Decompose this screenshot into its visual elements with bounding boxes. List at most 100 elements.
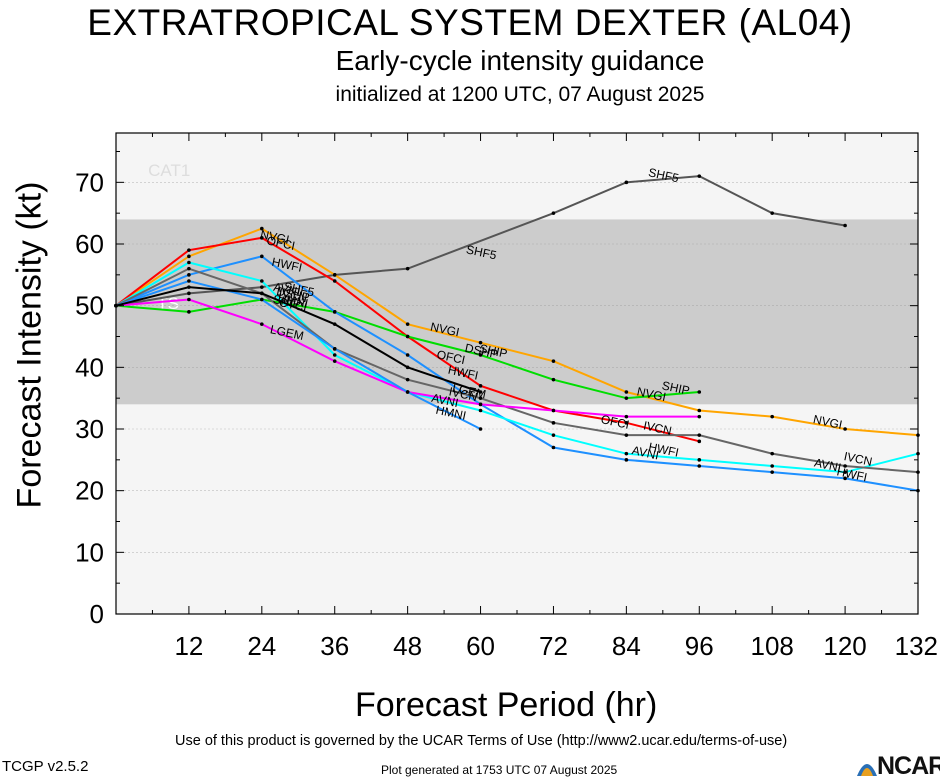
data-point-lgem — [478, 402, 483, 407]
data-point-ship — [551, 377, 556, 382]
chart-subtitle: Early-cycle intensity guidance — [335, 45, 705, 76]
data-point-hwfi — [260, 254, 264, 259]
series-line-avni — [115, 261, 919, 474]
data-point-shf5 — [551, 211, 556, 215]
y-axis-label: Forecast Intensity (kt) — [10, 181, 49, 509]
data-point-hwfi — [551, 445, 556, 450]
data-point-nvgi — [187, 254, 191, 259]
ncar-logo: NCAR — [855, 750, 940, 780]
series-label-hwfi: HWFI — [647, 440, 680, 460]
data-point-hwfi — [332, 310, 337, 314]
series-labels: SHF5SHF5SHF5NVGINVGINVGINVGIOFCIOFCIOFCI… — [259, 165, 874, 484]
y-tick-label: 40 — [75, 352, 104, 382]
data-point-shf5 — [843, 223, 847, 228]
data-point-ivcn — [478, 396, 483, 400]
x-tick-label: 12 — [174, 631, 203, 661]
y-tick-label: 50 — [75, 291, 104, 321]
data-point-ofci — [187, 248, 191, 252]
data-point-lgem — [624, 414, 629, 419]
data-point-ship — [697, 390, 702, 394]
series-label-lgem: LGEM — [269, 322, 305, 343]
data-point-lgem — [332, 359, 337, 363]
y-tick-label: 10 — [75, 537, 104, 567]
data-point-avni — [260, 279, 264, 283]
data-point-hwfi — [843, 476, 847, 481]
data-point-avni — [187, 260, 191, 265]
ncar-logo-text: NCAR — [877, 752, 940, 780]
y-tick-label: 70 — [75, 167, 104, 197]
data-point-ivcn — [843, 464, 847, 468]
data-point-ship — [187, 310, 191, 314]
data-point-hwfi — [405, 353, 410, 357]
series-line-hmni — [115, 279, 481, 430]
series-label-shf5: SHF5 — [283, 279, 316, 299]
data-point-avni — [843, 470, 847, 474]
data-point-hwfi — [770, 470, 774, 474]
band-cat1 — [116, 133, 918, 220]
data-point-nvgi — [697, 408, 702, 413]
x-tick-label: 48 — [393, 631, 422, 661]
series-label-avni: AVNI — [813, 456, 842, 475]
series-line-hwfi — [115, 255, 919, 492]
data-point-dshp — [332, 322, 337, 326]
series-line-dshp — [115, 286, 481, 393]
generated-time: Plot generated at 1753 UTC 07 August 202… — [381, 763, 618, 777]
data-point-nvgi — [405, 322, 410, 326]
data-point-ofci — [332, 279, 337, 283]
data-point-dshp — [478, 390, 483, 394]
series-label-dshp: DSHP — [275, 284, 311, 305]
series-label-ivcn: IVCN — [448, 384, 479, 404]
y-tick-label: 60 — [75, 229, 104, 259]
x-tick-label: 60 — [466, 631, 495, 661]
data-point-avni — [551, 433, 556, 437]
data-point-ship — [478, 353, 483, 357]
x-tick-label: 84 — [612, 631, 641, 661]
data-point-shf5 — [187, 291, 191, 296]
y-tick-label: 30 — [75, 414, 104, 444]
series-line-ivcn — [115, 267, 919, 474]
data-point-lgem — [260, 322, 264, 326]
data-point-ivcn — [697, 433, 702, 437]
data-point-hmni — [405, 390, 410, 394]
data-point-shf5 — [770, 211, 774, 215]
series-label-ship: SHIP — [478, 341, 508, 361]
data-point-ivcn — [405, 377, 410, 382]
data-point-ivcn — [551, 421, 556, 425]
data-point-lgem — [551, 408, 556, 413]
data-point-ivcn — [187, 266, 191, 271]
data-point-nvgi — [770, 414, 774, 419]
data-point-dshp — [260, 291, 264, 296]
series-label-nvgi: NVGI — [429, 320, 461, 340]
initialization-time: initialized at 1200 UTC, 07 August 2025 — [335, 83, 705, 106]
data-point-hmni — [332, 347, 337, 351]
y-tick-label: 0 — [90, 599, 104, 629]
series-label-ctci: CTCI — [278, 295, 308, 315]
series-label-ivcn: IVCN — [843, 449, 874, 469]
axes: 0 10 20 30 40 50 60 70 12 24 36 48 60 72 84 96 108 120 132 — [75, 132, 938, 661]
data-point-ofci — [478, 384, 483, 388]
series-label-shf5: SHF5 — [647, 165, 680, 185]
series-label-hwfi: HWFI — [836, 464, 869, 484]
series-label-hmni: HMNI — [277, 290, 310, 310]
data-point-nvgi — [551, 359, 556, 363]
series-label-hwfi: HWFI — [271, 255, 304, 275]
series-label-dshp: DSHP — [464, 341, 500, 362]
data-point-hmni — [478, 427, 483, 431]
series-label-lgem: LGEM — [451, 381, 487, 402]
series-label-ofci: OFCI — [436, 347, 467, 367]
data-point-nvgi — [478, 340, 483, 345]
series-label-shf5: SHF5 — [465, 242, 498, 262]
x-tick-label: 96 — [685, 631, 714, 661]
data-point-shf5 — [260, 285, 264, 289]
data-point-dshp — [187, 285, 191, 289]
data-point-hwfi — [187, 273, 191, 277]
data-point-hmni — [260, 297, 264, 302]
data-point-nvgi — [843, 427, 847, 431]
data-point-hwfi — [697, 464, 702, 468]
data-point-shf5 — [405, 266, 410, 271]
data-point-ivcn — [770, 451, 774, 456]
data-point-shf5 — [624, 180, 629, 185]
series-label-nvgi: NVGI — [636, 384, 668, 404]
x-tick-label: 36 — [320, 631, 349, 661]
